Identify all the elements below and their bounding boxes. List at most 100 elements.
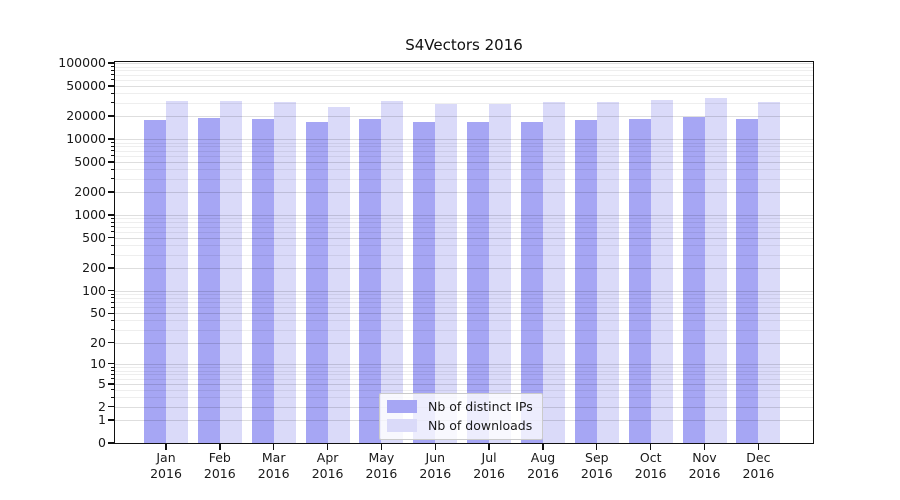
gridline-major <box>115 267 813 269</box>
gridline-major <box>115 139 813 140</box>
x-tick-label-month: Jun <box>425 450 446 465</box>
legend-label-distinct-ips: Nb of distinct IPs <box>428 399 533 414</box>
x-tick-label-month: Mar <box>261 450 286 465</box>
y-tick-mark <box>108 161 115 163</box>
y-minor-tick-mark <box>111 370 115 371</box>
x-tick-mark <box>488 444 490 450</box>
x-tick-label-year: 2016 <box>257 466 290 481</box>
bar-distinct-ips <box>305 121 328 443</box>
gridline-minor <box>115 218 813 220</box>
y-minor-tick-mark <box>111 254 115 256</box>
bar-downloads <box>596 101 619 443</box>
y-tick-label: 100 <box>82 282 106 298</box>
y-minor-tick-mark <box>111 319 115 321</box>
bar-distinct-ips <box>682 117 705 443</box>
x-tick-label-month: Jul <box>481 450 497 465</box>
gridline-major <box>115 85 813 87</box>
y-minor-tick-mark <box>111 102 115 104</box>
y-tick-mark <box>108 237 115 239</box>
x-tick-label-year: 2016 <box>203 466 236 481</box>
bar-distinct-ips <box>413 121 436 443</box>
gridline-minor <box>115 297 813 299</box>
gridline-minor <box>115 378 813 380</box>
x-tick-label: Jul 2016 <box>457 450 521 482</box>
gridline-major <box>115 215 813 216</box>
gridline-minor <box>115 329 813 331</box>
gridline-minor <box>115 66 813 68</box>
legend: Nb of distinct IPs Nb of downloads <box>379 393 543 440</box>
y-tick-label: 2000 <box>74 184 106 200</box>
bar-distinct-ips <box>628 118 651 443</box>
gridline-major <box>115 383 813 385</box>
gridline-minor <box>115 222 813 224</box>
y-tick-label: 50000 <box>66 77 106 93</box>
gridline-minor <box>115 142 813 144</box>
gridline-minor <box>115 254 813 256</box>
y-minor-tick-mark <box>111 373 115 375</box>
y-minor-tick-mark <box>111 142 115 143</box>
y-tick-mark <box>108 341 115 344</box>
bar-downloads <box>650 100 673 443</box>
x-tick-label: Dec 2016 <box>726 450 790 482</box>
gridline-minor <box>115 70 813 72</box>
x-tick-mark <box>757 444 759 450</box>
y-minor-tick-mark <box>111 74 115 76</box>
bar-distinct-ips <box>736 118 759 443</box>
x-tick-mark <box>219 444 221 450</box>
x-tick-label-year: 2016 <box>527 466 559 481</box>
legend-swatch-downloads <box>387 419 417 432</box>
x-tick-label-year: 2016 <box>419 466 452 481</box>
x-tick-label-month: Oct <box>639 450 662 465</box>
gridline-minor <box>115 178 813 180</box>
x-tick-mark <box>326 444 329 450</box>
x-tick-label-year: 2016 <box>742 466 775 481</box>
gridline-major <box>115 161 813 163</box>
y-minor-tick-mark <box>111 396 115 398</box>
gridline-minor <box>115 146 813 148</box>
x-tick-label: Sep 2016 <box>565 450 629 482</box>
x-tick-label: Feb 2016 <box>188 450 252 482</box>
y-tick-mark <box>108 115 115 117</box>
y-minor-tick-mark <box>111 217 115 219</box>
bar-downloads <box>273 101 296 443</box>
x-tick-mark <box>596 444 598 450</box>
chart-title: S4Vectors 2016 <box>405 36 523 54</box>
bar-distinct-ips <box>520 121 543 443</box>
y-minor-tick-mark <box>111 389 115 391</box>
gridline-minor <box>115 389 813 391</box>
x-tick-label-month: May <box>368 450 395 465</box>
gridline-minor <box>115 169 813 171</box>
y-tick-label: 5000 <box>74 153 106 169</box>
x-tick-label-year: 2016 <box>365 466 398 481</box>
gridline-minor <box>115 102 813 104</box>
y-tick-label: 2 <box>98 398 106 414</box>
y-tick-mark <box>108 62 115 64</box>
x-tick-mark <box>273 444 275 450</box>
y-tick-mark <box>108 191 115 193</box>
y-tick-mark <box>108 419 115 421</box>
y-minor-tick-mark <box>111 155 115 157</box>
legend-row-downloads: Nb of downloads <box>387 418 533 433</box>
y-tick-label: 5 <box>98 375 106 391</box>
x-tick-label-year: 2016 <box>311 466 344 481</box>
bar-distinct-ips <box>574 119 597 443</box>
gridline-minor <box>115 294 813 296</box>
plot-area <box>114 61 814 444</box>
gridline-major <box>115 313 813 315</box>
gridline-major <box>115 290 813 292</box>
y-minor-tick-mark <box>111 221 115 223</box>
y-tick-label: 1000 <box>74 207 106 222</box>
x-tick-label-year: 2016 <box>688 466 721 481</box>
y-tick-mark <box>108 406 115 408</box>
y-minor-tick-mark <box>111 145 115 147</box>
bar-distinct-ips <box>197 118 220 443</box>
legend-row-distinct-ips: Nb of distinct IPs <box>387 399 533 414</box>
gridline-major <box>115 192 813 194</box>
gridline-minor <box>115 367 813 368</box>
bar-downloads <box>542 101 565 443</box>
y-minor-tick-mark <box>111 378 115 380</box>
y-tick-label: 500 <box>82 229 106 245</box>
y-tick-label: 50 <box>90 305 106 321</box>
y-tick-mark <box>108 214 115 216</box>
x-tick-label-year: 2016 <box>580 466 613 481</box>
